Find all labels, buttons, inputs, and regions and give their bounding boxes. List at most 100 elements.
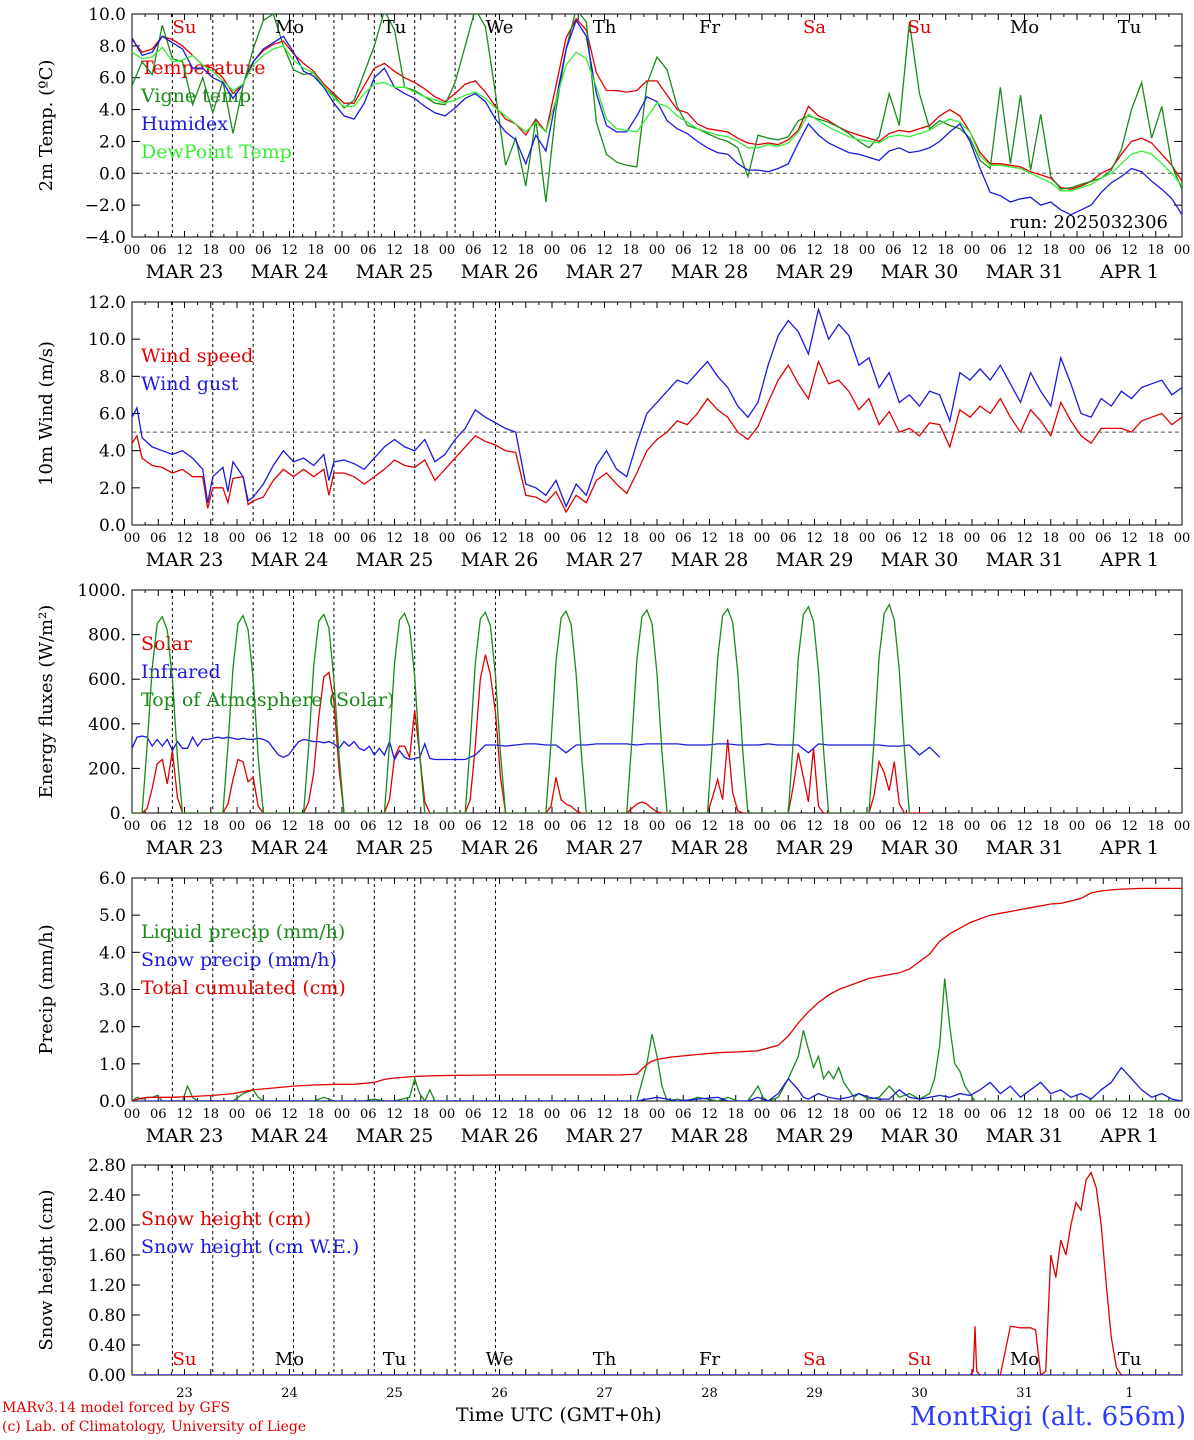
hour-label: 18 (1147, 819, 1164, 834)
hour-label: 18 (307, 1107, 324, 1122)
hour-label: 12 (281, 531, 298, 546)
hour-label: 18 (412, 531, 429, 546)
hour-label: 18 (937, 243, 954, 258)
hour-label: 18 (202, 1107, 219, 1122)
legend-entry: Wind speed (141, 345, 253, 367)
day-name: Tu (383, 1349, 407, 1370)
hour-label: 00 (544, 531, 561, 546)
y-tick-label: 0. (110, 804, 126, 824)
hour-label: 12 (806, 243, 823, 258)
y-tick-label: 0.80 (88, 1306, 126, 1326)
hour-label: 18 (1042, 243, 1059, 258)
y-tick-label: 8.0 (99, 37, 126, 57)
hour-label: 00 (1174, 531, 1191, 546)
hour-label: 00 (649, 243, 666, 258)
date-label: MAR 28 (671, 549, 749, 571)
hour-label: 00 (229, 819, 246, 834)
hour-label: 12 (281, 819, 298, 834)
hour-label: 12 (701, 243, 718, 258)
day-name: Su (908, 17, 932, 38)
hour-label: 06 (1095, 243, 1112, 258)
hour-label: 18 (412, 1107, 429, 1122)
hour-label: 00 (964, 819, 981, 834)
hour-label: 12 (491, 819, 508, 834)
hour-label: 06 (780, 243, 797, 258)
date-label: MAR 24 (251, 1125, 329, 1147)
hour-label: 18 (517, 1107, 534, 1122)
hour-label: 06 (885, 243, 902, 258)
hour-label: 06 (780, 531, 797, 546)
hour-label: 06 (360, 531, 377, 546)
hour-label: 12 (491, 1107, 508, 1122)
y-tick-label: 1.20 (88, 1276, 126, 1296)
hour-label: 06 (570, 243, 587, 258)
hour-label: 00 (964, 243, 981, 258)
day-number: 25 (386, 1386, 403, 1401)
hour-label: 18 (727, 243, 744, 258)
hour-label: 12 (1121, 1107, 1138, 1122)
legend-entry: Top of Atmosphere (Solar) (141, 689, 394, 711)
y-tick-label: −2.0 (85, 196, 126, 216)
legend-entry: Liquid precip (mm/h) (141, 921, 345, 943)
date-label: MAR 27 (566, 549, 644, 571)
day-name: Su (173, 17, 197, 38)
day-name: Su (908, 1349, 932, 1370)
hour-label: 06 (150, 243, 167, 258)
hour-label: 12 (806, 1107, 823, 1122)
y-tick-label: 4.0 (99, 101, 126, 121)
hour-label: 06 (150, 531, 167, 546)
hour-label: 06 (1095, 531, 1112, 546)
series-line-top-of-atmosphere-solar- (132, 602, 911, 813)
date-label: MAR 27 (566, 261, 644, 283)
date-label: MAR 24 (251, 261, 329, 283)
y-tick-label: 0.00 (88, 1366, 126, 1386)
date-label: MAR 23 (146, 549, 224, 571)
hour-label: 12 (701, 1107, 718, 1122)
hour-label: 00 (1069, 243, 1086, 258)
series-line-vigne-temp (132, 14, 1182, 203)
hour-label: 00 (439, 531, 456, 546)
y-tick-label: 800. (88, 626, 126, 646)
day-name: We (486, 17, 514, 38)
hour-label: 00 (334, 531, 351, 546)
date-label: MAR 23 (146, 837, 224, 859)
day-name: Sa (803, 1349, 826, 1370)
hour-label: 00 (754, 819, 771, 834)
legend-entry: Snow height (cm) (141, 1208, 311, 1230)
hour-label: 12 (386, 819, 403, 834)
hour-label: 18 (517, 819, 534, 834)
series-line-wind-speed (132, 359, 1182, 514)
legend-entry: Solar (141, 633, 193, 655)
hour-label: 00 (544, 1107, 561, 1122)
hour-label: 00 (859, 531, 876, 546)
hour-label: 06 (465, 243, 482, 258)
day-name: We (486, 1349, 514, 1370)
date-label: MAR 25 (356, 1125, 434, 1147)
hour-label: 18 (727, 531, 744, 546)
hour-label: 18 (937, 819, 954, 834)
hour-label: 00 (754, 531, 771, 546)
series-line-snow-height-cm- (132, 1171, 1182, 1375)
hour-label: 12 (176, 1107, 193, 1122)
date-label: MAR 29 (776, 1125, 854, 1147)
hour-label: 18 (937, 531, 954, 546)
hour-label: 06 (360, 819, 377, 834)
date-label: MAR 26 (461, 549, 539, 571)
y-tick-label: 400. (88, 715, 126, 735)
y-axis-label: 10m Wind (m/s) (36, 341, 57, 486)
y-tick-label: 6.0 (99, 405, 126, 425)
hour-label: 18 (832, 531, 849, 546)
hour-label: 00 (1069, 819, 1086, 834)
hour-label: 00 (1174, 243, 1191, 258)
hour-label: 00 (859, 1107, 876, 1122)
date-label: MAR 31 (986, 837, 1064, 859)
hour-label: 00 (1069, 1107, 1086, 1122)
hour-label: 18 (937, 1107, 954, 1122)
date-label: MAR 27 (566, 837, 644, 859)
y-tick-label: 6.0 (99, 69, 126, 89)
date-label: MAR 23 (146, 1125, 224, 1147)
series-line-wind-gust (132, 307, 1182, 509)
hour-label: 06 (675, 531, 692, 546)
date-label: MAR 28 (671, 261, 749, 283)
